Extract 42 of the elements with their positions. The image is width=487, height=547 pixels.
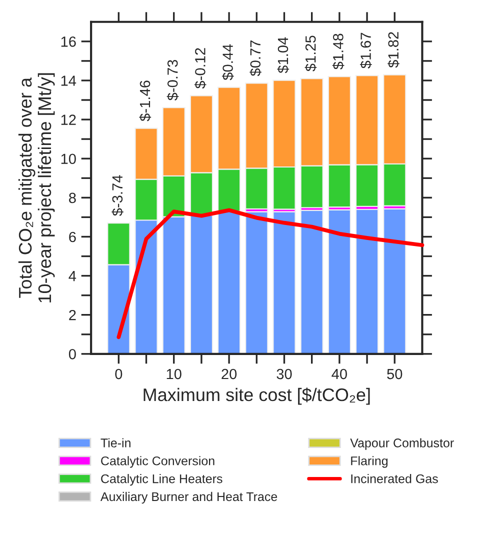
annotation: $1.67 xyxy=(360,32,372,68)
y-tick-label: 0 xyxy=(68,349,76,360)
legend-label: Auxiliary Burner and Heat Trace xyxy=(100,492,278,504)
annotation: $1.48 xyxy=(332,34,344,70)
x-tick-label: 20 xyxy=(222,368,237,380)
y-tick-label: 10 xyxy=(61,154,76,164)
bar xyxy=(272,211,296,354)
legend-label: Incinerated Gas xyxy=(351,474,438,484)
y-tick-label: 14 xyxy=(61,76,76,86)
legend-label: Vapour Combustor xyxy=(350,438,454,450)
x-tick-label: 40 xyxy=(332,368,347,380)
bar xyxy=(355,208,379,354)
bar xyxy=(217,210,241,354)
bar xyxy=(245,211,268,354)
annotation: $-0.73 xyxy=(166,60,179,101)
y-tick-label: 8 xyxy=(69,192,76,204)
y-tick-label: 2 xyxy=(69,310,76,320)
bar xyxy=(328,209,352,354)
x-tick-label: 50 xyxy=(387,368,402,380)
annotation: $0.44 xyxy=(222,44,234,80)
y-tick-label: 16 xyxy=(61,36,76,47)
legend-label: Catalytic Line Heaters xyxy=(101,474,222,486)
legend-label: Catalytic Conversion xyxy=(101,456,214,468)
bar xyxy=(383,208,406,354)
annotation: $-3.74 xyxy=(112,175,124,216)
y-tick-label: 12 xyxy=(61,114,76,125)
annotation: $0.77 xyxy=(250,40,262,76)
annotation: $-1.46 xyxy=(139,80,152,122)
y-axis-title: Total CO₂e mitigated over a 10-year project lifetime [Mt/y] xyxy=(18,73,55,302)
legend-label: Flaring xyxy=(351,456,388,468)
legend-label: Tie-in xyxy=(100,438,130,448)
annotation: $1.82 xyxy=(388,32,400,68)
x-axis-title: Maximum site cost [$/tCO₂e] xyxy=(144,388,370,405)
annotation: $-0.12 xyxy=(194,48,206,89)
x-tick-label: 0 xyxy=(115,368,122,380)
y-tick-label: 6 xyxy=(69,232,76,242)
y-tick-label: 4 xyxy=(68,271,76,282)
bar xyxy=(300,210,324,354)
annotation: $1.25 xyxy=(304,36,317,72)
x-tick-label: 30 xyxy=(276,368,292,380)
x-tick-label: 10 xyxy=(166,368,182,380)
annotation: $1.04 xyxy=(277,37,290,74)
